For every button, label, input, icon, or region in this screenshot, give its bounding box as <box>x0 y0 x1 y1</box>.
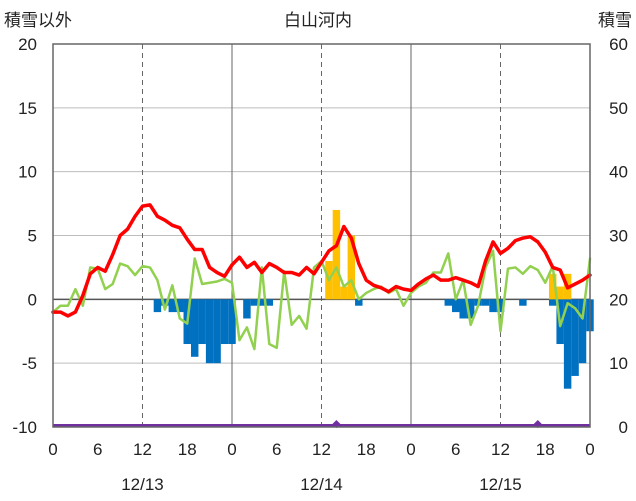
blue-bar <box>228 299 236 345</box>
purple-marker <box>532 420 543 428</box>
blue-bar <box>220 299 229 345</box>
right-tick-label: 10 <box>609 354 628 373</box>
right-tick-label: 40 <box>609 163 628 182</box>
right-tick-label: 0 <box>619 418 628 437</box>
blue-bar <box>519 299 527 306</box>
chart-title: 白山河内 <box>284 11 352 30</box>
blue-bar <box>198 299 206 345</box>
blue-bar <box>444 299 453 306</box>
x-tick-label: 0 <box>48 440 57 459</box>
date-label: 12/14 <box>300 475 343 494</box>
left-tick-label: -10 <box>12 418 37 437</box>
left-tick-label: 10 <box>18 163 37 182</box>
x-tick-label: 12 <box>133 440 152 459</box>
blue-bar <box>578 299 587 364</box>
blue-bar <box>355 299 363 306</box>
red-line <box>51 203 592 318</box>
blue-bar <box>153 299 162 313</box>
blue-bar <box>496 299 505 313</box>
chart-frame-layer <box>53 44 590 427</box>
x-tick-label: 0 <box>227 440 236 459</box>
blue-bar <box>563 299 572 389</box>
blue-bar <box>489 299 497 313</box>
blue-bar <box>190 299 199 357</box>
blue-bar <box>213 299 221 364</box>
blue-bar <box>250 299 259 306</box>
blue-bar <box>161 299 169 306</box>
x-tick-label: 18 <box>357 440 376 459</box>
blue-bar <box>205 299 214 364</box>
blue-bar <box>466 299 475 319</box>
orange-bar <box>340 286 348 300</box>
x-tick-label: 18 <box>178 440 197 459</box>
plot-border <box>52 43 591 428</box>
blue-bar <box>258 299 266 306</box>
x-tick-label: 6 <box>272 440 281 459</box>
blue-bar <box>168 299 177 313</box>
x-tick-label: 18 <box>536 440 555 459</box>
right-tick-label: 50 <box>609 99 628 118</box>
blue-bar <box>571 299 579 376</box>
left-tick-label: 15 <box>18 99 37 118</box>
orange-bar <box>548 273 557 300</box>
date-label: 12/15 <box>479 475 522 494</box>
right-tick-label: 60 <box>609 35 628 54</box>
right-tick-label: 30 <box>609 227 628 246</box>
left-tick-label: 20 <box>18 35 37 54</box>
x-tick-label: 0 <box>585 440 594 459</box>
left-axis-label: 積雪以外 <box>4 11 72 30</box>
left-tick-label: -5 <box>22 354 37 373</box>
x-tick-label: 12 <box>491 440 510 459</box>
x-tick-label: 6 <box>93 440 102 459</box>
right-axis-label: 積雪 <box>598 11 632 30</box>
blue-bar <box>243 299 251 319</box>
blue-bar <box>452 299 460 313</box>
x-tick-label: 6 <box>451 440 460 459</box>
purple-marker <box>331 420 342 428</box>
blue-bar <box>481 299 490 306</box>
left-tick-label: 0 <box>28 290 37 309</box>
right-tick-label: 20 <box>609 290 628 309</box>
x-tick-label: 0 <box>406 440 415 459</box>
blue-bar <box>176 299 184 313</box>
left-tick-label: 5 <box>28 227 37 246</box>
x-tick-label: 12 <box>312 440 331 459</box>
blue-bar <box>459 299 467 319</box>
orange-bar <box>332 209 341 300</box>
lines-layer <box>51 43 592 428</box>
orange-bar <box>556 286 564 300</box>
orange-bar <box>347 235 356 300</box>
blue-bar <box>548 299 557 306</box>
date-label: 12/13 <box>121 475 164 494</box>
blue-bar <box>265 299 274 306</box>
